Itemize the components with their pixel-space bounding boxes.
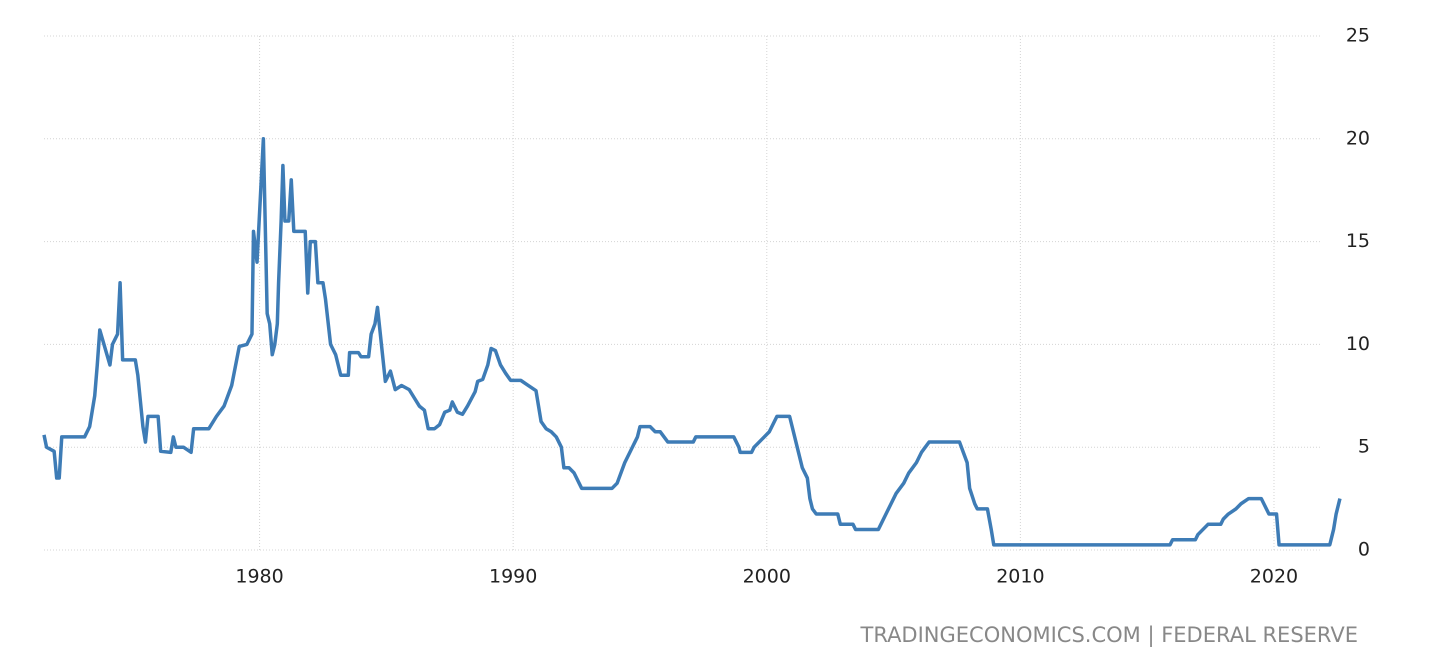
y-tick-label: 25 — [1346, 25, 1370, 47]
line — [42, 137, 1342, 547]
y-tick-label: 15 — [1346, 230, 1370, 252]
source: TRADINGECONOMICS.COM | FEDERAL RESERVE — [860, 623, 1359, 648]
x-tick-label: 2020 — [1250, 566, 1298, 588]
x-tick-label: 1980 — [235, 566, 283, 588]
x-tick-label: 2010 — [996, 566, 1044, 588]
y-tick-label: 5 — [1358, 436, 1370, 458]
x-tick-label: 1990 — [489, 566, 537, 588]
y-tick-label: 10 — [1346, 333, 1370, 355]
y-tick-label: 20 — [1346, 127, 1370, 149]
y-tick-label: 0 — [1358, 539, 1370, 561]
x-tick-label: 2000 — [743, 566, 791, 588]
